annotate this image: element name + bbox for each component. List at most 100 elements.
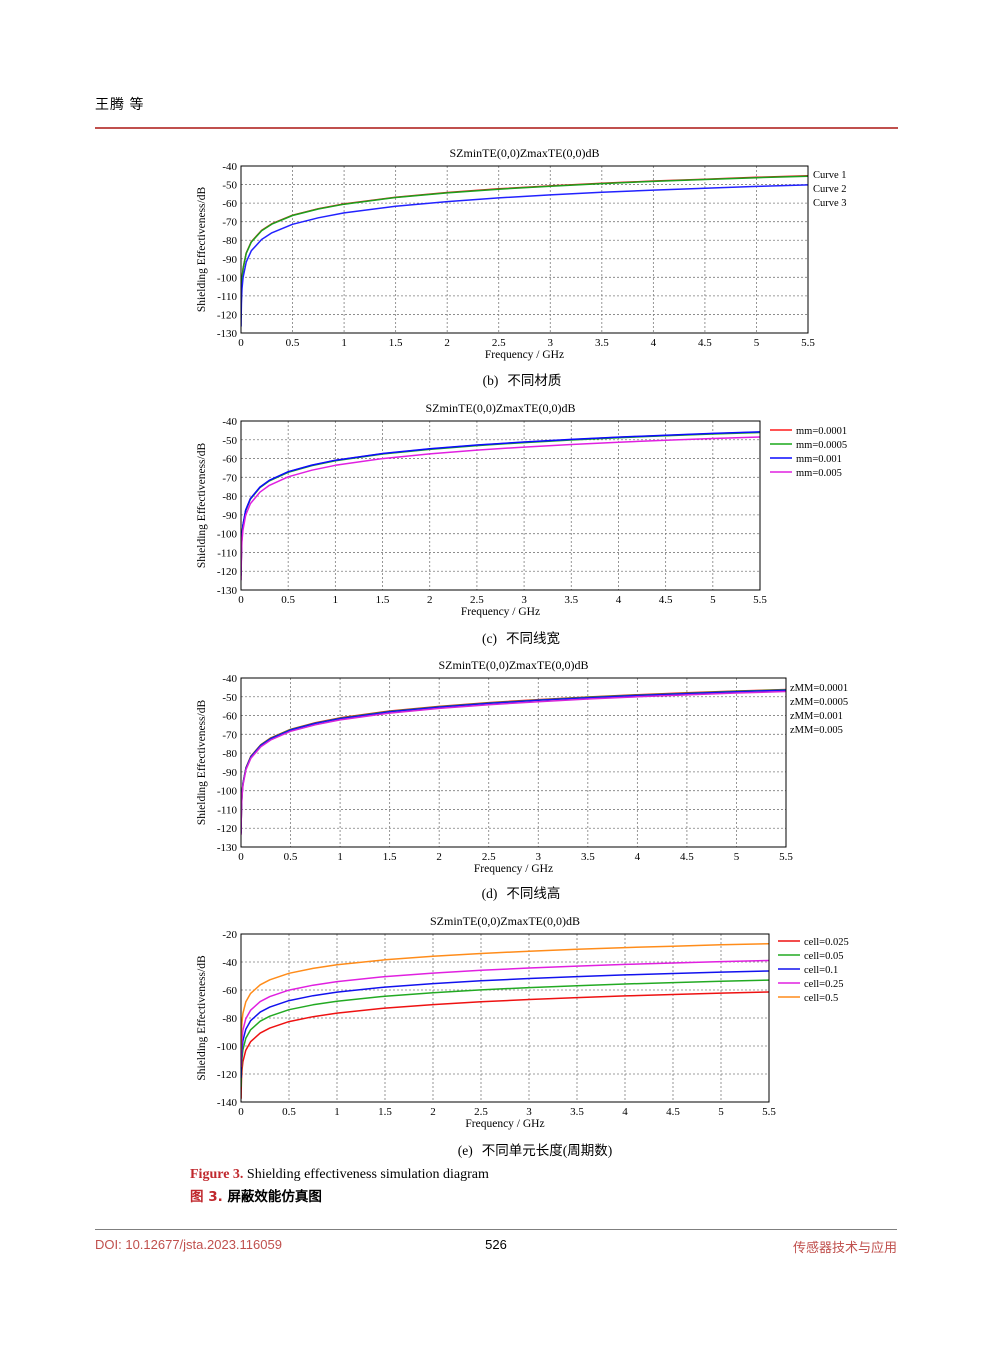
- figure-caption-en-text: Shielding effectiveness simulation diagr…: [246, 1167, 489, 1182]
- x-tick-label: 3.5: [570, 1106, 584, 1118]
- y-tick-label: -110: [217, 547, 237, 559]
- plot-area: [241, 421, 760, 590]
- x-tick-label: 0: [238, 594, 244, 606]
- y-tick-label: -120: [217, 309, 238, 321]
- legend-label-curve-1: Curve 1: [813, 170, 847, 181]
- footer-journal-name: 传感器技术与应用: [792, 1240, 897, 1255]
- legend-label-zmm-0-0001: zMM=0.0001: [790, 683, 848, 694]
- subfigure-text: 不同线宽: [505, 631, 560, 646]
- y-tick-label: -40: [222, 673, 237, 685]
- subfigure-caption-e: (e) 不同单元长度(周期数): [458, 1139, 612, 1159]
- y-tick-label: -40: [222, 161, 237, 173]
- footer-page-number: 526: [485, 1237, 507, 1252]
- x-axis-label: Frequency / GHz: [461, 606, 540, 618]
- y-tick-label: -80: [222, 748, 237, 760]
- y-tick-label: -130: [217, 585, 238, 597]
- x-tick-label: 2: [427, 594, 433, 606]
- legend-label-mm-0-0001: mm=0.0001: [796, 426, 847, 437]
- x-tick-label: 2.5: [492, 337, 506, 349]
- x-tick-label: 2: [436, 851, 442, 863]
- y-tick-label: -110: [217, 291, 237, 303]
- x-tick-label: 0: [238, 851, 244, 863]
- x-tick-label: 3.5: [595, 337, 609, 349]
- legend-label-cell-0-25: cell=0.25: [804, 979, 843, 990]
- y-axis-label: Shielding Effectiveness/dB: [196, 187, 208, 313]
- legend-label-zmm-0-005: zMM=0.005: [790, 725, 843, 736]
- figure-caption-en-label: Figure 3.: [190, 1167, 244, 1182]
- legend-label-cell-0-025: cell=0.025: [804, 937, 849, 948]
- y-tick-label: -120: [217, 566, 238, 578]
- subfigure-label: (e): [457, 1143, 473, 1158]
- y-tick-label: -100: [217, 272, 238, 284]
- y-tick-label: -40: [222, 957, 237, 969]
- y-tick-label: -110: [217, 804, 237, 816]
- y-tick-label: -20: [222, 929, 237, 941]
- y-tick-label: -130: [217, 328, 238, 340]
- legend-label-cell-0-5: cell=0.5: [804, 993, 838, 1004]
- x-tick-label: 5.5: [779, 851, 793, 863]
- x-tick-label: 0.5: [282, 1106, 296, 1118]
- x-tick-label: 0.5: [284, 851, 298, 863]
- header-rule: [95, 127, 898, 129]
- x-tick-label: 2: [444, 337, 450, 349]
- subfigure-text: 不同线高: [506, 886, 561, 901]
- y-tick-label: -90: [222, 767, 237, 779]
- y-tick-label: -80: [222, 235, 237, 247]
- x-tick-label: 4.5: [666, 1106, 680, 1118]
- subfigure-label: (b): [482, 373, 499, 388]
- x-tick-label: 3: [521, 594, 527, 606]
- chart-title: SZminTE(0,0)ZmaxTE(0,0)dB: [430, 914, 580, 928]
- x-tick-label: 5: [734, 851, 740, 863]
- x-tick-label: 0.5: [281, 594, 295, 606]
- y-tick-label: -50: [222, 435, 237, 447]
- series-line-mm-0-005: [241, 436, 760, 581]
- series-line-cell-0-5: [241, 942, 769, 1051]
- plot-area: [241, 678, 786, 847]
- y-axis-label: Shielding Effectiveness/dB: [196, 443, 208, 569]
- figure-caption-zh: 图 3. 屏蔽效能仿真图: [190, 1185, 322, 1205]
- y-tick-label: -40: [222, 416, 237, 428]
- x-tick-label: 5: [718, 1106, 724, 1118]
- x-tick-label: 1.5: [383, 851, 397, 863]
- x-tick-label: 2.5: [482, 851, 496, 863]
- x-tick-label: 4: [622, 1106, 628, 1118]
- series-group: [241, 688, 786, 835]
- x-tick-label: 3.5: [581, 851, 595, 863]
- x-tick-label: 4: [651, 337, 657, 349]
- x-tick-label: 3: [526, 1106, 532, 1118]
- footer-rule: [95, 1229, 897, 1230]
- subfigure-caption-d: (d) 不同线高: [482, 882, 561, 902]
- plot-frame: [240, 165, 809, 334]
- x-tick-label: 5.5: [762, 1106, 776, 1118]
- x-axis-label: Frequency / GHz: [465, 1118, 544, 1130]
- legend-label-mm-0-0005: mm=0.0005: [796, 440, 847, 451]
- figure-caption-zh-text: 屏蔽效能仿真图: [227, 1189, 322, 1205]
- y-tick-label: -50: [222, 692, 237, 704]
- y-tick-label: -60: [222, 985, 237, 997]
- series-line-zmm-0-005: [241, 690, 786, 835]
- series-group: [241, 431, 760, 581]
- x-tick-label: 0: [238, 1106, 244, 1118]
- x-tick-label: 4.5: [698, 337, 712, 349]
- legend-label-cell-0-05: cell=0.05: [804, 951, 843, 962]
- x-tick-label: 5: [710, 594, 716, 606]
- y-tick-label: -120: [217, 823, 238, 835]
- plot-frame: [240, 677, 787, 848]
- x-tick-label: 1: [337, 851, 343, 863]
- series-group: [241, 175, 808, 327]
- chart-title: SZminTE(0,0)ZmaxTE(0,0)dB: [439, 658, 589, 672]
- y-tick-label: -100: [217, 1041, 238, 1053]
- x-tick-label: 0.5: [286, 337, 300, 349]
- x-tick-label: 3: [536, 851, 542, 863]
- x-tick-label: 3: [548, 337, 554, 349]
- subfigure-text: 不同材质: [507, 373, 562, 388]
- series-line-cell-0-025: [241, 991, 769, 1099]
- y-tick-label: -100: [217, 529, 238, 541]
- y-tick-label: -80: [222, 491, 237, 503]
- legend-label-zmm-0-001: zMM=0.001: [790, 711, 843, 722]
- x-tick-label: 1: [333, 594, 339, 606]
- series-line-curve-2: [241, 175, 808, 318]
- series-line-curve-3: [241, 184, 808, 327]
